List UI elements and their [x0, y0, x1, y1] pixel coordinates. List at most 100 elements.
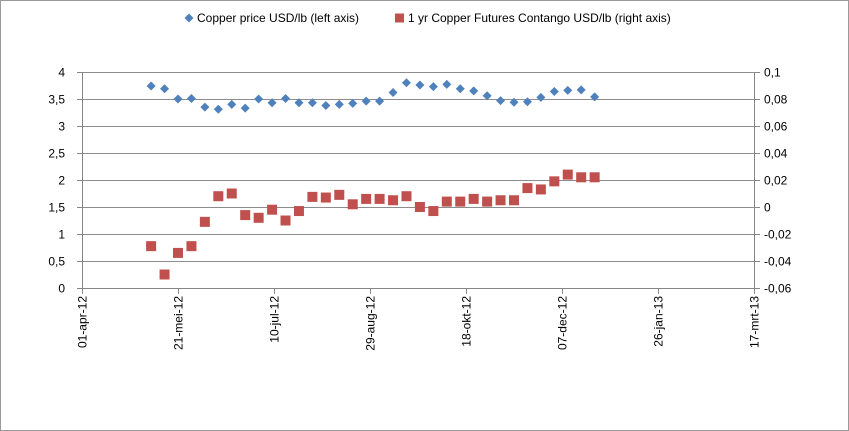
data-point-diamond	[455, 84, 465, 94]
data-point-square	[482, 196, 493, 207]
legend-marker-contango	[395, 13, 404, 23]
data-point-diamond	[321, 100, 331, 110]
legend: Copper price USD/lb (left axis) 1 yr Cop…	[184, 11, 671, 25]
data-point-diamond	[227, 99, 237, 109]
data-point-diamond	[496, 96, 506, 106]
series-copper-price	[146, 78, 600, 114]
right-axis-ticks: -0,06 -0,04 -0,02 0 0,02 0,04 0,06 0,08 0,1	[754, 66, 792, 296]
right-tick-label: 0,04	[764, 147, 788, 161]
data-point-square	[361, 193, 372, 204]
legend-marker-copper-price	[184, 13, 194, 23]
legend-label-contango: 1 yr Copper Futures Contango USD/lb (rig…	[408, 11, 671, 25]
left-tick-label: 2	[58, 174, 65, 188]
data-point-square	[589, 172, 600, 183]
left-tick-label: 3	[58, 120, 65, 134]
data-point-diamond	[388, 88, 398, 98]
data-point-square	[307, 191, 318, 202]
data-point-square	[468, 193, 479, 204]
data-point-square	[549, 176, 560, 187]
series-layer	[146, 78, 600, 280]
data-point-square	[428, 206, 439, 217]
data-point-square	[280, 215, 291, 226]
data-point-diamond	[563, 85, 573, 95]
x-tick-label: 17-mrt-13	[748, 296, 762, 348]
data-point-diamond	[254, 94, 264, 104]
data-point-square	[562, 169, 573, 180]
data-point-square	[388, 195, 399, 206]
data-point-diamond	[160, 84, 170, 94]
right-tick-label: 0,02	[764, 174, 788, 188]
data-point-diamond	[213, 104, 223, 114]
gridlines	[82, 72, 754, 262]
data-point-diamond	[200, 102, 210, 112]
data-point-diamond	[576, 85, 586, 95]
data-point-diamond	[294, 98, 304, 108]
data-point-diamond	[509, 97, 519, 107]
data-point-square	[509, 195, 519, 206]
data-point-diamond	[307, 98, 317, 108]
data-point-square	[146, 241, 157, 252]
left-axis-ticks: 0 0,5 1 1,5 2 2,5 3 3,5 4	[48, 66, 83, 296]
data-point-diamond	[267, 98, 277, 108]
data-point-square	[226, 188, 237, 199]
data-point-diamond	[442, 79, 452, 89]
left-tick-label: 2,5	[48, 147, 65, 161]
left-tick-label: 4	[58, 66, 65, 80]
series-contango	[146, 169, 600, 280]
data-point-diamond	[146, 81, 156, 91]
data-point-square	[495, 195, 506, 206]
data-point-square	[334, 189, 345, 200]
data-point-square	[414, 202, 425, 212]
data-point-square	[320, 192, 331, 203]
x-tick-label: 01-apr-12	[76, 296, 90, 348]
data-point-square	[253, 212, 264, 223]
data-point-diamond	[186, 93, 196, 103]
data-point-square	[159, 269, 170, 280]
data-point-square	[374, 193, 385, 204]
right-tick-label: -0,02	[764, 228, 792, 242]
x-tick-label: 26-jan-13	[652, 296, 666, 347]
x-axis-ticks: 01-apr-12 21-mei-12 10-jul-12 29-aug-12 18-o…	[76, 288, 762, 351]
data-point-diamond	[482, 91, 492, 101]
data-point-diamond	[428, 82, 438, 92]
x-tick-label: 10-jul-12	[268, 296, 282, 343]
left-tick-label: 0,5	[48, 255, 65, 269]
right-tick-label: 0,06	[764, 120, 788, 134]
data-point-square	[267, 204, 278, 215]
data-point-square	[535, 184, 546, 195]
left-tick-label: 1	[58, 228, 65, 242]
data-point-diamond	[536, 92, 546, 102]
left-tick-label: 3,5	[48, 93, 65, 107]
data-point-diamond	[401, 78, 411, 88]
left-tick-label: 1,5	[48, 201, 65, 215]
right-tick-label: 0,08	[764, 93, 788, 107]
data-point-diamond	[281, 93, 291, 103]
data-point-square	[213, 191, 224, 202]
data-point-diamond	[348, 98, 358, 108]
data-point-diamond	[240, 103, 250, 113]
right-tick-label: -0,04	[764, 255, 792, 269]
data-point-square	[522, 183, 533, 194]
data-point-square	[455, 196, 466, 207]
data-point-diamond	[549, 86, 559, 96]
data-point-square	[199, 216, 210, 227]
data-point-square	[347, 199, 358, 210]
data-point-square	[173, 247, 183, 258]
x-tick-label: 29-aug-12	[364, 296, 378, 351]
left-tick-label: 0	[58, 282, 65, 296]
data-point-square	[576, 172, 587, 183]
data-point-diamond	[415, 80, 425, 90]
data-point-square	[401, 191, 412, 202]
data-point-diamond	[522, 97, 532, 107]
right-tick-label: 0	[764, 201, 771, 215]
data-point-square	[441, 196, 452, 207]
x-tick-label: 21-mei-12	[172, 296, 186, 350]
data-point-square	[240, 210, 251, 221]
data-point-diamond	[375, 96, 385, 106]
data-point-square	[186, 241, 197, 252]
data-point-diamond	[361, 96, 371, 106]
legend-label-copper-price: Copper price USD/lb (left axis)	[197, 11, 359, 25]
data-point-diamond	[173, 94, 183, 104]
